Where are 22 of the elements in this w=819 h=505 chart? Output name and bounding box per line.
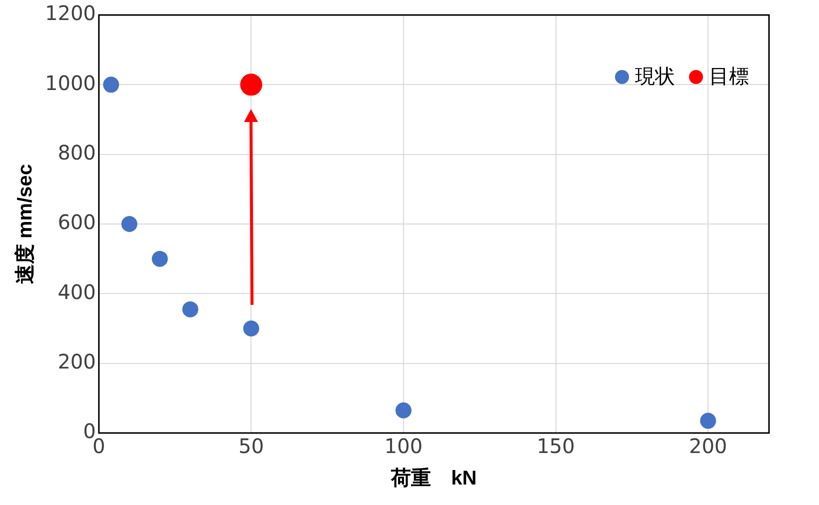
legend-label: 目標 [709,63,749,90]
x-tick-label: 150 [536,434,575,458]
point [182,301,198,318]
point [121,216,138,232]
point [240,74,262,96]
x-tick-label: 100 [384,434,423,458]
y-tick-label: 1200 [44,1,96,26]
x-axis-title: 荷重 kN [390,466,477,490]
point [243,320,260,336]
y-tick-label: 1000 [44,70,96,95]
y-tick-label: 400 [58,280,96,304]
point [700,412,716,429]
x-tick-label: 50 [238,434,264,458]
point [395,402,412,418]
point [152,250,168,267]
point [103,76,120,93]
x-tick-label: 200 [688,434,728,458]
y-tick-label: 200 [58,350,96,374]
legend-label: 現状 [635,63,675,90]
y-tick-label: 600 [58,210,96,234]
y-axis-title: 速度 mm/sec [14,164,37,284]
y-tick-label: 800 [58,140,96,165]
